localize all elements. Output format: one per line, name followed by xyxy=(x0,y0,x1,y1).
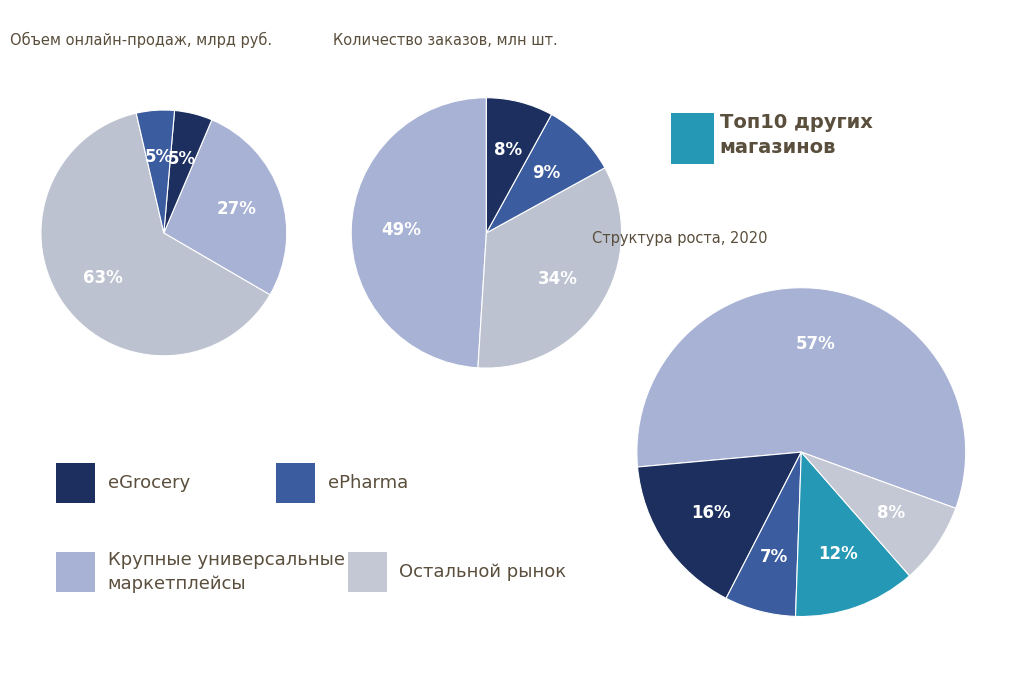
Text: 7%: 7% xyxy=(760,548,788,566)
Text: 57%: 57% xyxy=(796,336,836,353)
Wedge shape xyxy=(351,98,486,368)
Text: 34%: 34% xyxy=(539,269,579,288)
Text: 63%: 63% xyxy=(83,269,123,287)
Text: Объем онлайн-продаж, млрд руб.: Объем онлайн-продаж, млрд руб. xyxy=(10,32,272,47)
Wedge shape xyxy=(164,120,287,295)
Wedge shape xyxy=(726,452,801,616)
Text: 8%: 8% xyxy=(494,141,521,160)
Text: Структура роста, 2020: Структура роста, 2020 xyxy=(592,231,767,246)
Text: 16%: 16% xyxy=(691,503,731,522)
Text: 5%: 5% xyxy=(168,150,197,168)
Text: 49%: 49% xyxy=(381,221,421,239)
Wedge shape xyxy=(486,114,605,233)
Text: ePharma: ePharma xyxy=(328,474,408,492)
Wedge shape xyxy=(478,168,622,368)
Wedge shape xyxy=(638,452,801,598)
Text: Количество заказов, млн шт.: Количество заказов, млн шт. xyxy=(333,32,557,47)
Text: 9%: 9% xyxy=(532,164,561,182)
Text: 8%: 8% xyxy=(877,504,905,523)
Wedge shape xyxy=(41,113,270,356)
Text: eGrocery: eGrocery xyxy=(108,474,189,492)
Text: Крупные универсальные
маркетплейсы: Крупные универсальные маркетплейсы xyxy=(108,551,344,593)
Text: Топ10 других
магазинов: Топ10 других магазинов xyxy=(720,113,872,157)
Wedge shape xyxy=(801,452,955,576)
Wedge shape xyxy=(164,110,212,233)
Text: 5%: 5% xyxy=(144,148,173,166)
Text: Остальной рынок: Остальной рынок xyxy=(399,563,566,581)
Wedge shape xyxy=(796,452,909,616)
Text: 12%: 12% xyxy=(818,545,857,563)
Wedge shape xyxy=(136,110,174,233)
Text: 27%: 27% xyxy=(216,200,256,218)
Wedge shape xyxy=(637,288,966,508)
Wedge shape xyxy=(486,98,552,233)
